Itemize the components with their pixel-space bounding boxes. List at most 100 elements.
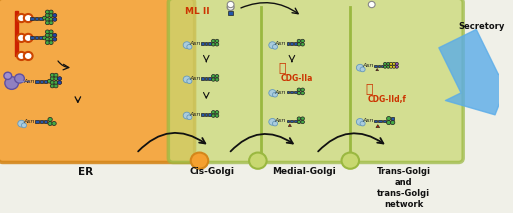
Circle shape — [4, 72, 12, 79]
Circle shape — [45, 10, 49, 14]
Bar — [40, 120, 43, 123]
Bar — [294, 91, 297, 93]
Circle shape — [49, 30, 53, 34]
Circle shape — [389, 62, 392, 65]
Circle shape — [301, 88, 304, 91]
Circle shape — [390, 121, 395, 125]
Bar — [205, 114, 207, 116]
Circle shape — [301, 117, 304, 120]
Circle shape — [187, 45, 192, 49]
Circle shape — [297, 39, 301, 43]
Circle shape — [49, 37, 53, 41]
Circle shape — [395, 62, 399, 65]
Circle shape — [215, 78, 219, 81]
Circle shape — [227, 4, 234, 10]
Bar — [39, 17, 43, 20]
Bar — [290, 42, 293, 45]
Circle shape — [53, 13, 57, 17]
Bar — [40, 80, 43, 83]
Text: Asn: Asn — [189, 76, 201, 81]
Text: Medial-Golgi: Medial-Golgi — [272, 167, 336, 176]
Bar — [35, 36, 38, 39]
Bar — [290, 120, 293, 122]
Circle shape — [357, 64, 364, 71]
Circle shape — [49, 10, 53, 14]
Circle shape — [45, 21, 49, 25]
Circle shape — [17, 34, 26, 42]
Bar — [374, 65, 377, 67]
Circle shape — [227, 1, 234, 8]
Text: ⎰: ⎰ — [366, 83, 373, 96]
Bar — [294, 120, 297, 122]
Circle shape — [272, 92, 278, 97]
Bar — [14, 11, 18, 56]
Circle shape — [49, 21, 53, 25]
Circle shape — [50, 81, 54, 85]
Circle shape — [45, 30, 49, 34]
Bar — [379, 119, 382, 122]
Text: Asn: Asn — [189, 41, 201, 46]
Circle shape — [384, 62, 387, 65]
Bar — [208, 77, 211, 80]
Bar — [44, 120, 47, 123]
Circle shape — [301, 43, 304, 46]
Circle shape — [387, 62, 390, 65]
Circle shape — [24, 14, 33, 22]
Circle shape — [57, 81, 62, 85]
Circle shape — [297, 43, 301, 46]
Text: Secretory: Secretory — [458, 22, 505, 31]
Circle shape — [360, 121, 365, 126]
Circle shape — [215, 39, 219, 43]
Circle shape — [360, 67, 365, 72]
Circle shape — [183, 42, 190, 49]
Circle shape — [45, 17, 49, 21]
Bar — [383, 119, 386, 122]
Circle shape — [14, 74, 24, 83]
FancyArrowPatch shape — [439, 29, 513, 115]
Bar — [208, 42, 211, 45]
Text: Trans-Golgi
and
trans-Golgi
network: Trans-Golgi and trans-Golgi network — [377, 167, 431, 209]
Circle shape — [215, 111, 219, 114]
Circle shape — [297, 120, 301, 124]
Bar — [381, 65, 383, 67]
Bar — [35, 80, 38, 83]
Text: Asn: Asn — [274, 118, 286, 124]
Bar — [44, 80, 47, 83]
Circle shape — [301, 39, 304, 43]
Bar — [201, 77, 204, 80]
Circle shape — [211, 39, 215, 43]
Circle shape — [43, 16, 47, 20]
Circle shape — [52, 121, 56, 125]
Circle shape — [272, 45, 278, 49]
Circle shape — [17, 14, 26, 22]
Bar — [378, 65, 380, 67]
Circle shape — [53, 17, 57, 21]
Circle shape — [269, 90, 276, 96]
Bar — [287, 42, 289, 45]
Circle shape — [24, 34, 33, 42]
Circle shape — [297, 117, 301, 120]
Circle shape — [215, 114, 219, 117]
Circle shape — [187, 79, 192, 83]
Circle shape — [392, 65, 396, 68]
Circle shape — [48, 121, 52, 125]
Text: ER: ER — [78, 167, 93, 177]
Circle shape — [49, 33, 53, 37]
Text: Asn: Asn — [24, 79, 35, 84]
Bar — [30, 17, 34, 20]
FancyBboxPatch shape — [168, 0, 463, 163]
Bar — [374, 119, 377, 122]
Circle shape — [50, 84, 54, 88]
Text: Asn: Asn — [274, 90, 286, 95]
Circle shape — [57, 77, 62, 81]
Bar — [228, 11, 233, 15]
Circle shape — [384, 65, 387, 68]
Polygon shape — [376, 125, 380, 128]
Circle shape — [387, 65, 390, 68]
Circle shape — [54, 81, 58, 85]
Text: ⎰: ⎰ — [278, 62, 286, 75]
Circle shape — [45, 13, 49, 17]
Text: Asn: Asn — [24, 119, 35, 124]
Circle shape — [249, 153, 267, 169]
Polygon shape — [288, 124, 291, 127]
